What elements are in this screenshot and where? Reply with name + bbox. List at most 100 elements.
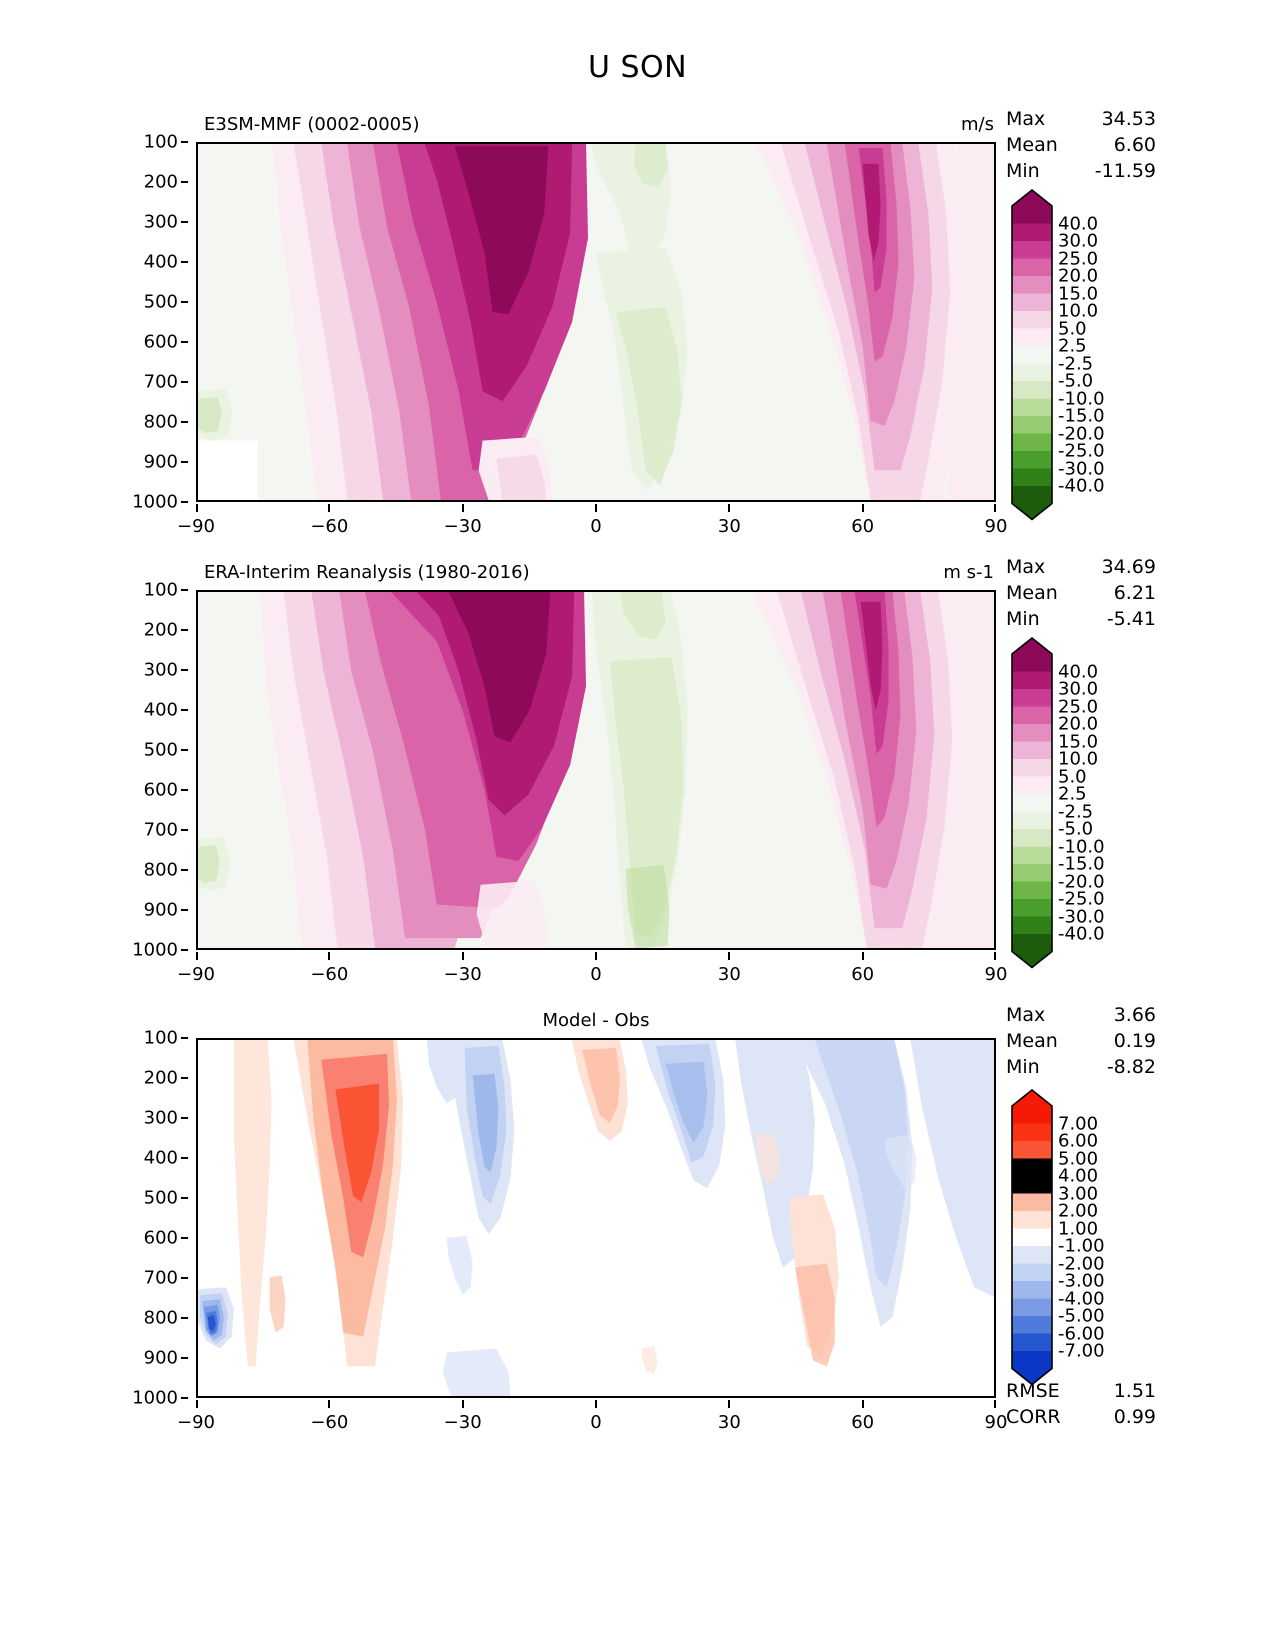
y-axis-tick-label: 500 — [143, 1187, 178, 1209]
x-axis-tick-label: 90 — [984, 1412, 1008, 1433]
x-axis-labels: −90 −60 −30 0 30 60 90 — [177, 504, 1007, 538]
x-axis-tick — [196, 504, 198, 512]
y-axis-tick — [181, 1277, 188, 1279]
stats-block: Max 34.53 Mean 6.60 Min -11.59 — [1006, 108, 1156, 186]
colorbar-tick-label: -30.0 — [1058, 906, 1105, 927]
x-axis-tick — [196, 1400, 198, 1408]
colorbar-tick-label: -5.0 — [1058, 370, 1094, 392]
contour-svg — [198, 1040, 994, 1396]
colorbar-tick-label: 10.0 — [1058, 748, 1099, 770]
y-axis-tick — [181, 221, 188, 223]
y-axis-tick — [181, 181, 188, 183]
y-axis-tick — [181, 629, 188, 631]
stat-row: Mean 6.60 — [1006, 134, 1156, 160]
colorbar-tick-label: 30.0 — [1058, 678, 1099, 700]
y-axis-tick — [181, 301, 188, 303]
stat-key: Mean — [1006, 1030, 1058, 1052]
panel-header: ERA-Interim Reanalysis (1980-2016) m s-1 — [196, 562, 996, 584]
y-axis-tick-label: 900 — [143, 451, 178, 473]
x-axis-tick — [994, 1400, 996, 1408]
x-axis-labels: −90 −60 −30 0 30 60 90 — [177, 952, 1007, 986]
stat-key: Mean — [1006, 134, 1058, 156]
extra-stats-block: RMSE 1.51 CORR 0.99 — [1006, 1380, 1156, 1432]
stat-row: Max 34.53 — [1006, 108, 1156, 134]
y-axis-tick — [181, 261, 188, 263]
colorbar-tick-label: -25.0 — [1058, 440, 1105, 462]
y-axis-tick-label: 600 — [143, 1227, 178, 1249]
x-axis-tick — [728, 952, 731, 960]
colorbar-tick-label: 6.00 — [1058, 1130, 1099, 1152]
y-axis-tick — [181, 1037, 188, 1039]
stat-row: RMSE 1.51 — [1006, 1380, 1156, 1406]
stat-value: -8.82 — [1106, 1056, 1156, 1078]
y-axis-tick-label: 800 — [143, 859, 178, 881]
y-axis-tick — [181, 1157, 188, 1159]
x-axis-tick — [994, 952, 996, 960]
x-axis-tick-label: −30 — [443, 1412, 482, 1433]
y-axis-tick-label: 1000 — [132, 1387, 178, 1409]
y-axis-tick-label: 600 — [143, 331, 178, 353]
x-axis-tick — [861, 504, 864, 512]
colorbar-tick-label: 1.00 — [1058, 1218, 1099, 1239]
y-axis-tick-label: 500 — [143, 291, 178, 313]
y-axis-tick-label: 800 — [143, 411, 178, 433]
colorbar-tick-label: 25.0 — [1058, 696, 1099, 717]
panel-subtitle: Model - Obs — [542, 1010, 650, 1031]
y-axis-tick-label: 400 — [143, 1147, 178, 1169]
stat-value: 34.53 — [1101, 108, 1156, 130]
stat-row: Mean 6.21 — [1006, 582, 1156, 608]
x-axis-tick-label: 0 — [590, 1412, 602, 1433]
colorbar-tick-label: 2.5 — [1058, 783, 1087, 805]
y-axis-tick-label: 500 — [143, 739, 178, 761]
y-axis-tick — [181, 1197, 188, 1199]
y-axis-tick — [181, 709, 188, 711]
colorbar-tick-label: -1.00 — [1058, 1235, 1105, 1257]
x-axis-tick — [328, 1400, 331, 1408]
colorbar-tick-label: 40.0 — [1058, 661, 1099, 682]
y-axis-tick-label: 900 — [143, 1347, 178, 1369]
stat-value: 3.66 — [1113, 1004, 1156, 1026]
colorbar-tick-label: -5.00 — [1058, 1305, 1105, 1327]
stat-row: Max 34.69 — [1006, 556, 1156, 582]
x-axis-labels: −90 −60 −30 0 30 60 90 — [177, 1400, 1007, 1434]
panel-units-label: m/s — [961, 114, 994, 135]
stat-row: Max 3.66 — [1006, 1004, 1156, 1030]
stat-value: 34.69 — [1101, 556, 1156, 578]
colorbar-swatches — [1011, 1088, 1053, 1386]
x-axis-tick-label: 60 — [851, 516, 875, 537]
colorbar-tick-label: -10.0 — [1058, 836, 1105, 857]
x-axis-tick-label: −90 — [177, 516, 215, 537]
colorbar-diff: 7.00 6.00 5.00 4.00 3.00 2.00 1.00 -1.00 -2.00 -3… — [1010, 1088, 1105, 1387]
x-axis-tick-label: −60 — [310, 1412, 349, 1433]
x-axis-tick — [861, 1400, 864, 1408]
stat-key: Min — [1006, 608, 1040, 630]
y-axis-tick — [181, 1397, 188, 1399]
y-axis-tick — [181, 381, 188, 383]
contour-bands — [198, 144, 994, 500]
contour-plot-obs — [196, 590, 996, 950]
colorbar-tick-label: -3.00 — [1058, 1270, 1105, 1292]
y-axis-tick-label: 200 — [143, 619, 178, 641]
x-axis-tick-label: −90 — [177, 964, 215, 985]
x-axis-tick-label: 30 — [717, 516, 741, 537]
x-axis-tick-label: −30 — [443, 516, 482, 537]
x-axis-tick-label: −60 — [310, 516, 349, 537]
colorbar-tick-label: 25.0 — [1058, 248, 1099, 269]
contour-plot-model — [196, 142, 996, 502]
stat-value: 0.99 — [1113, 1406, 1156, 1428]
y-axis-tick-label: 100 — [143, 131, 178, 153]
colorbar-tick-label: -2.5 — [1058, 801, 1094, 822]
panel-units-label: m s-1 — [943, 562, 994, 583]
colorbar-swatches — [1011, 636, 1053, 969]
x-axis-tick — [328, 504, 331, 512]
y-axis-labels: 100 200 300 400 500 600 700 800 900 1000 — [120, 1028, 188, 1409]
panel-subtitle: ERA-Interim Reanalysis (1980-2016) — [204, 562, 530, 583]
colorbar-tick-label: 4.00 — [1058, 1165, 1099, 1187]
colorbar-tick-label: 7.00 — [1058, 1113, 1099, 1134]
y-axis-tick — [181, 949, 188, 951]
y-axis-tick-label: 700 — [143, 371, 178, 393]
colorbar-tick-label: 15.0 — [1058, 283, 1099, 304]
stat-value: 6.21 — [1113, 582, 1156, 604]
x-axis-tick — [994, 504, 996, 512]
y-axis-labels: 100 200 300 400 500 600 700 800 900 1000 — [120, 132, 188, 513]
